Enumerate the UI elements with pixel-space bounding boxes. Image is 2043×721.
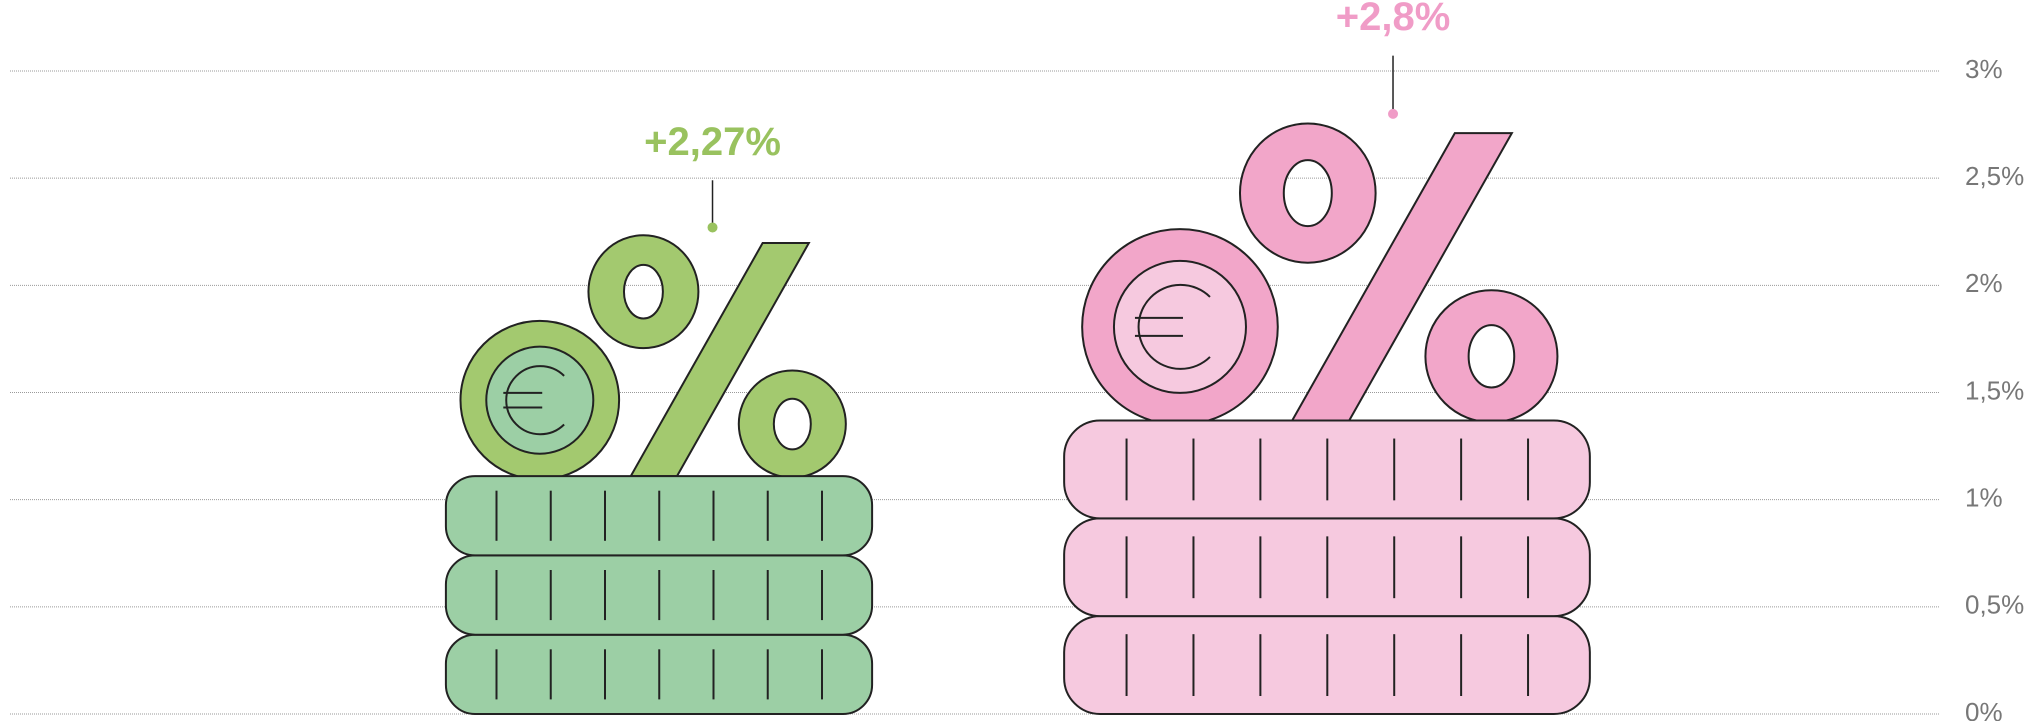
euro-sign	[1135, 285, 1210, 369]
euro-sign	[503, 366, 564, 434]
percent-zero	[588, 235, 698, 348]
coin-stack	[1064, 123, 1590, 714]
percent-slash	[631, 243, 809, 476]
y-tick-label: 2%	[1965, 268, 2003, 298]
leader-dot	[707, 222, 718, 233]
percent-slash	[1292, 133, 1512, 420]
euro-coin-inner	[1114, 261, 1246, 393]
y-tick-label: 1,5%	[1965, 375, 2024, 405]
value-label: +2,8%	[1336, 0, 1451, 39]
value-label: +2,27%	[644, 120, 781, 164]
percent-zero	[1240, 123, 1376, 262]
percent-zero	[739, 371, 846, 478]
coin-stack	[446, 235, 872, 714]
y-tick-label: 0%	[1965, 697, 2003, 721]
euro-coin-inner	[486, 347, 593, 454]
y-tick-label: 3%	[1965, 54, 2003, 84]
y-tick-label: 2,5%	[1965, 161, 2024, 191]
leader-dot	[1388, 108, 1399, 119]
percent-zero	[1425, 290, 1557, 422]
y-tick-label: 0,5%	[1965, 590, 2024, 620]
y-tick-label: 1%	[1965, 483, 2003, 513]
